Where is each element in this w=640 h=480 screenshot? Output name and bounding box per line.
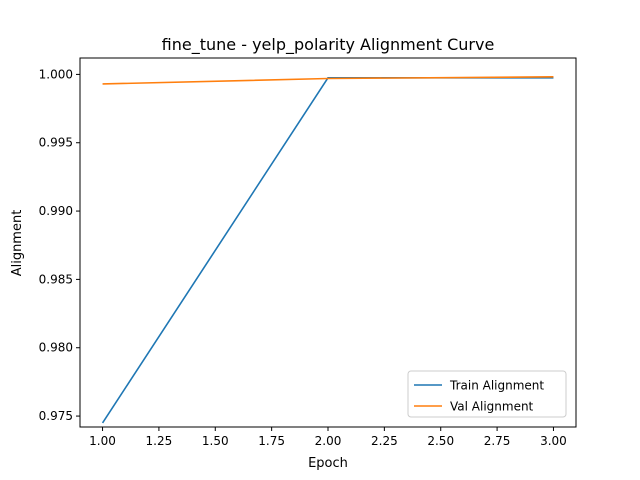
legend-label: Val Alignment: [450, 400, 534, 414]
y-tick-label: 0.980: [39, 341, 73, 355]
y-tick-label: 0.985: [39, 272, 73, 286]
x-tick-label: 3.00: [540, 434, 567, 448]
x-tick-label: 1.00: [89, 434, 116, 448]
plot-area: [101, 76, 554, 424]
y-tick-label: 0.995: [39, 136, 73, 150]
series-line-val: [102, 76, 554, 85]
legend-box: [407, 370, 567, 418]
y-tick-label: 1.000: [39, 67, 73, 81]
x-tick-label: 2.50: [427, 434, 454, 448]
x-axis-label: Epoch: [308, 456, 348, 471]
legend-label: Train Alignment: [449, 379, 544, 393]
x-tick-label: 1.75: [258, 434, 285, 448]
y-axis-label: Alignment: [10, 210, 25, 277]
x-tick-label: 2.25: [371, 434, 398, 448]
x-tick-label: 2.00: [315, 434, 342, 448]
chart-title: fine_tune - yelp_polarity Alignment Curv…: [162, 35, 495, 55]
legend: Train Alignment Val Alignment: [407, 370, 567, 418]
x-tick-label: 2.75: [484, 434, 511, 448]
x-tick-label: 1.25: [146, 434, 173, 448]
x-tick-label: 1.50: [202, 434, 229, 448]
y-tick-label: 0.990: [39, 204, 73, 218]
y-tick-label: 0.975: [39, 409, 73, 423]
